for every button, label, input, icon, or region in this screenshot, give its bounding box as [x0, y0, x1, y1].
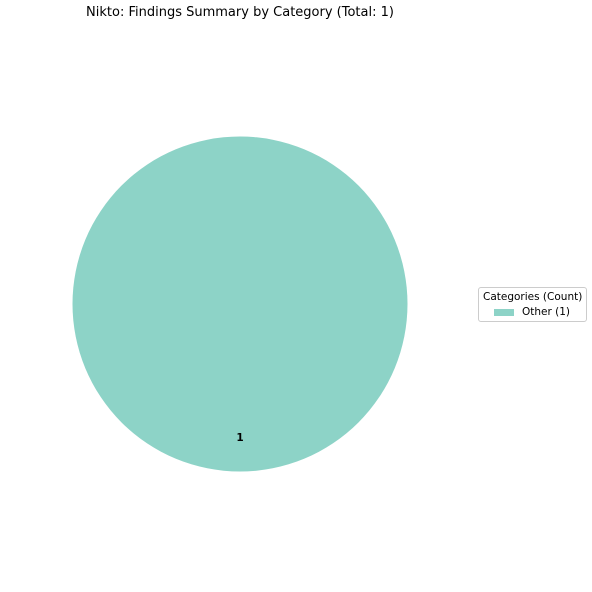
legend-swatch — [494, 308, 514, 316]
pie-slices — [72, 136, 408, 472]
pie-data-label: 1 — [236, 432, 243, 444]
legend-title: Categories (Count) — [483, 291, 583, 303]
legend-entries: Other (1) — [483, 306, 582, 318]
pie-data-labels: 1 — [236, 432, 243, 444]
legend: Categories (Count) Other (1) — [478, 287, 588, 322]
pie-slice-other — [72, 136, 408, 472]
legend-entry: Other (1) — [483, 306, 582, 318]
chart-title: Nikto: Findings Summary by Category (Tot… — [86, 5, 394, 20]
legend-label: Other (1) — [522, 306, 571, 318]
